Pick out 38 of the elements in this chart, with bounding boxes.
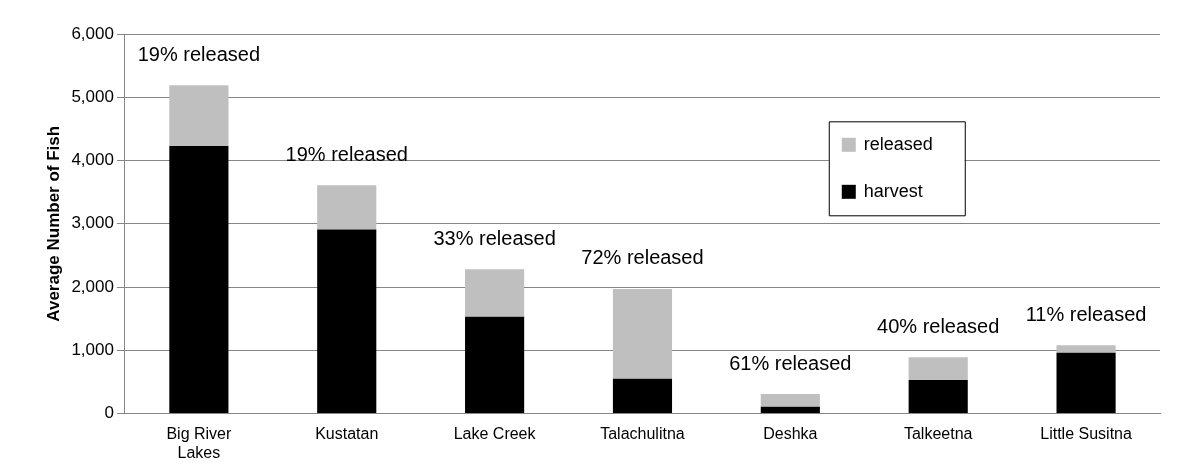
bar	[908, 380, 968, 414]
bar	[760, 393, 820, 407]
legend-label: released	[863, 133, 933, 154]
x-tick-label: Deshka	[763, 424, 818, 442]
x-tick-label: Little Susitna	[1040, 424, 1132, 442]
y-tick-label: 5,000	[71, 86, 114, 106]
annotation: 40% released	[877, 314, 1000, 337]
annotation: 33% released	[433, 226, 556, 249]
bar	[1056, 345, 1116, 353]
x-tick-label: Kustatan	[315, 424, 379, 442]
annotation: 11% released	[1025, 302, 1147, 325]
bar	[317, 185, 377, 230]
bar	[465, 269, 525, 317]
annotation: 19% released	[285, 142, 408, 165]
y-tick-label: 1,000	[71, 340, 114, 360]
annotation: 61% released	[729, 351, 852, 374]
bar	[169, 145, 229, 414]
bar	[612, 288, 673, 379]
y-tick-label: 3,000	[71, 213, 114, 233]
x-tick-label: Talkeetna	[903, 424, 973, 442]
annotation: 72% released	[581, 246, 704, 269]
x-tick-label: Big River Lakes	[166, 424, 232, 461]
y-tick-label: 0	[104, 403, 114, 423]
x-tick-label: Talachulitna	[600, 424, 685, 442]
bar	[317, 229, 377, 414]
y-tick-label: 6,000	[71, 23, 114, 43]
x-tick-label: Lake Creek	[453, 424, 537, 442]
bar	[612, 378, 673, 414]
annotation: 19% released	[137, 42, 261, 65]
bar	[465, 316, 525, 414]
bar	[760, 406, 820, 414]
y-axis-title: Average Number of Fish	[43, 125, 63, 322]
y-tick-label: 2,000	[71, 276, 114, 296]
legend-label: harvest	[863, 180, 923, 201]
bar	[169, 85, 229, 146]
bar	[1056, 352, 1116, 414]
bar	[908, 357, 968, 381]
y-tick-label: 4,000	[71, 150, 114, 170]
